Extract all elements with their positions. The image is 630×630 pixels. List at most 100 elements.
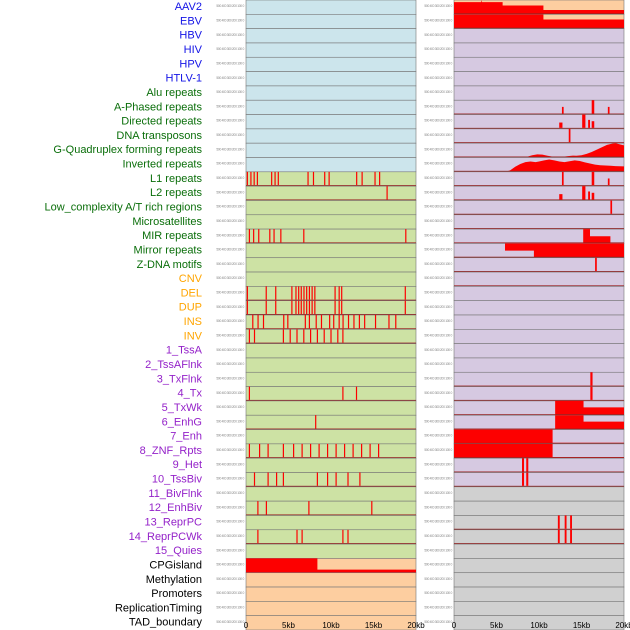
- svg-text:500 400 300 200 100 0: 500 400 300 200 100 0: [424, 76, 452, 80]
- svg-text:3_TxFlnk: 3_TxFlnk: [157, 373, 203, 385]
- svg-text:500 400 300 200 100 0: 500 400 300 200 100 0: [216, 262, 244, 266]
- svg-text:500 400 300 200 100 0: 500 400 300 200 100 0: [424, 61, 452, 65]
- svg-text:500 400 300 200 100 0: 500 400 300 200 100 0: [216, 61, 244, 65]
- svg-text:Promoters: Promoters: [151, 588, 202, 600]
- svg-text:INS: INS: [184, 316, 202, 328]
- svg-text:500 400 300 200 100 0: 500 400 300 200 100 0: [424, 190, 452, 194]
- svg-text:G-Quadruplex forming repeats: G-Quadruplex forming repeats: [53, 144, 202, 156]
- svg-text:500 400 300 200 100 0: 500 400 300 200 100 0: [424, 505, 452, 509]
- svg-text:CNV: CNV: [179, 273, 203, 285]
- svg-text:DEL: DEL: [181, 287, 202, 299]
- svg-text:0: 0: [452, 621, 457, 630]
- svg-text:6_EnhG: 6_EnhG: [162, 416, 202, 428]
- svg-text:500 400 300 200 100 0: 500 400 300 200 100 0: [424, 147, 452, 151]
- svg-text:500 400 300 200 100 0: 500 400 300 200 100 0: [216, 434, 244, 438]
- svg-text:500 400 300 200 100 0: 500 400 300 200 100 0: [424, 276, 452, 280]
- svg-text:500 400 300 200 100 0: 500 400 300 200 100 0: [424, 18, 452, 22]
- svg-text:HTLV-1: HTLV-1: [166, 73, 202, 85]
- svg-text:15_Quies: 15_Quies: [155, 545, 203, 557]
- svg-text:500 400 300 200 100 0: 500 400 300 200 100 0: [424, 520, 452, 524]
- svg-text:500 400 300 200 100 0: 500 400 300 200 100 0: [424, 291, 452, 295]
- svg-text:1_TssA: 1_TssA: [166, 345, 203, 357]
- svg-text:500 400 300 200 100 0: 500 400 300 200 100 0: [216, 362, 244, 366]
- svg-text:A-Phased repeats: A-Phased repeats: [114, 101, 203, 113]
- svg-text:500 400 300 200 100 0: 500 400 300 200 100 0: [424, 219, 452, 223]
- svg-text:5kb: 5kb: [282, 621, 295, 630]
- svg-text:500 400 300 200 100 0: 500 400 300 200 100 0: [424, 362, 452, 366]
- svg-text:500 400 300 200 100 0: 500 400 300 200 100 0: [424, 606, 452, 610]
- svg-text:15kb: 15kb: [573, 621, 591, 630]
- svg-text:500 400 300 200 100 0: 500 400 300 200 100 0: [424, 391, 452, 395]
- svg-text:Inverted repeats: Inverted repeats: [123, 159, 203, 171]
- svg-text:Microsatellites: Microsatellites: [132, 216, 202, 228]
- svg-text:15kb: 15kb: [365, 621, 383, 630]
- svg-text:500 400 300 200 100 0: 500 400 300 200 100 0: [424, 133, 452, 137]
- svg-text:500 400 300 200 100 0: 500 400 300 200 100 0: [216, 47, 244, 51]
- svg-text:DUP: DUP: [179, 302, 202, 314]
- svg-text:500 400 300 200 100 0: 500 400 300 200 100 0: [424, 319, 452, 323]
- svg-text:EBV: EBV: [180, 15, 203, 27]
- svg-text:500 400 300 200 100 0: 500 400 300 200 100 0: [216, 520, 244, 524]
- svg-text:500 400 300 200 100 0: 500 400 300 200 100 0: [216, 319, 244, 323]
- svg-text:500 400 300 200 100 0: 500 400 300 200 100 0: [424, 176, 452, 180]
- svg-text:500 400 300 200 100 0: 500 400 300 200 100 0: [216, 348, 244, 352]
- svg-text:20kb: 20kb: [615, 621, 630, 630]
- svg-text:500 400 300 200 100 0: 500 400 300 200 100 0: [424, 434, 452, 438]
- svg-text:500 400 300 200 100 0: 500 400 300 200 100 0: [424, 333, 452, 337]
- svg-text:12_EnhBiv: 12_EnhBiv: [149, 502, 203, 514]
- svg-text:500 400 300 200 100 0: 500 400 300 200 100 0: [216, 4, 244, 8]
- svg-text:500 400 300 200 100 0: 500 400 300 200 100 0: [424, 233, 452, 237]
- svg-text:500 400 300 200 100 0: 500 400 300 200 100 0: [424, 104, 452, 108]
- svg-text:500 400 300 200 100 0: 500 400 300 200 100 0: [424, 577, 452, 581]
- svg-text:500 400 300 200 100 0: 500 400 300 200 100 0: [424, 262, 452, 266]
- svg-text:500 400 300 200 100 0: 500 400 300 200 100 0: [216, 548, 244, 552]
- svg-text:Directed repeats: Directed repeats: [121, 116, 202, 128]
- svg-text:500 400 300 200 100 0: 500 400 300 200 100 0: [424, 491, 452, 495]
- svg-text:500 400 300 200 100 0: 500 400 300 200 100 0: [216, 448, 244, 452]
- svg-text:500 400 300 200 100 0: 500 400 300 200 100 0: [216, 18, 244, 22]
- svg-text:500 400 300 200 100 0: 500 400 300 200 100 0: [424, 33, 452, 37]
- svg-text:500 400 300 200 100 0: 500 400 300 200 100 0: [216, 233, 244, 237]
- svg-text:500 400 300 200 100 0: 500 400 300 200 100 0: [424, 90, 452, 94]
- svg-text:500 400 300 200 100 0: 500 400 300 200 100 0: [216, 477, 244, 481]
- svg-text:500 400 300 200 100 0: 500 400 300 200 100 0: [216, 391, 244, 395]
- svg-text:500 400 300 200 100 0: 500 400 300 200 100 0: [216, 620, 244, 624]
- svg-text:Methylation: Methylation: [146, 574, 202, 586]
- svg-text:500 400 300 200 100 0: 500 400 300 200 100 0: [424, 4, 452, 8]
- svg-text:500 400 300 200 100 0: 500 400 300 200 100 0: [424, 534, 452, 538]
- svg-text:13_ReprPC: 13_ReprPC: [145, 517, 203, 529]
- svg-text:11_BivFlnk: 11_BivFlnk: [148, 488, 202, 500]
- svg-text:500 400 300 200 100 0: 500 400 300 200 100 0: [216, 33, 244, 37]
- svg-text:500 400 300 200 100 0: 500 400 300 200 100 0: [424, 405, 452, 409]
- svg-text:500 400 300 200 100 0: 500 400 300 200 100 0: [424, 620, 452, 624]
- svg-text:AAV2: AAV2: [175, 1, 202, 13]
- svg-text:500 400 300 200 100 0: 500 400 300 200 100 0: [424, 47, 452, 51]
- svg-text:500 400 300 200 100 0: 500 400 300 200 100 0: [216, 305, 244, 309]
- svg-text:500 400 300 200 100 0: 500 400 300 200 100 0: [424, 448, 452, 452]
- svg-text:500 400 300 200 100 0: 500 400 300 200 100 0: [424, 119, 452, 123]
- svg-text:14_ReprPCWk: 14_ReprPCWk: [129, 531, 203, 543]
- svg-text:500 400 300 200 100 0: 500 400 300 200 100 0: [424, 563, 452, 567]
- svg-text:HPV: HPV: [179, 58, 202, 70]
- svg-text:20kb: 20kb: [407, 621, 425, 630]
- svg-text:500 400 300 200 100 0: 500 400 300 200 100 0: [424, 477, 452, 481]
- svg-text:500 400 300 200 100 0: 500 400 300 200 100 0: [216, 176, 244, 180]
- svg-text:500 400 300 200 100 0: 500 400 300 200 100 0: [216, 606, 244, 610]
- svg-text:500 400 300 200 100 0: 500 400 300 200 100 0: [216, 205, 244, 209]
- svg-text:HBV: HBV: [179, 30, 202, 42]
- svg-text:4_Tx: 4_Tx: [178, 388, 203, 400]
- svg-text:8_ZNF_Rpts: 8_ZNF_Rpts: [140, 445, 203, 457]
- svg-text:500 400 300 200 100 0: 500 400 300 200 100 0: [216, 591, 244, 595]
- svg-text:500 400 300 200 100 0: 500 400 300 200 100 0: [216, 104, 244, 108]
- svg-text:500 400 300 200 100 0: 500 400 300 200 100 0: [424, 419, 452, 423]
- svg-text:500 400 300 200 100 0: 500 400 300 200 100 0: [216, 505, 244, 509]
- svg-text:500 400 300 200 100 0: 500 400 300 200 100 0: [424, 462, 452, 466]
- svg-text:500 400 300 200 100 0: 500 400 300 200 100 0: [424, 548, 452, 552]
- svg-text:2_TssAFlnk: 2_TssAFlnk: [145, 359, 202, 371]
- svg-text:500 400 300 200 100 0: 500 400 300 200 100 0: [216, 147, 244, 151]
- svg-text:500 400 300 200 100 0: 500 400 300 200 100 0: [216, 119, 244, 123]
- svg-text:Alu repeats: Alu repeats: [146, 87, 202, 99]
- svg-text:DNA transposons: DNA transposons: [116, 130, 202, 142]
- svg-text:500 400 300 200 100 0: 500 400 300 200 100 0: [216, 276, 244, 280]
- svg-text:500 400 300 200 100 0: 500 400 300 200 100 0: [216, 405, 244, 409]
